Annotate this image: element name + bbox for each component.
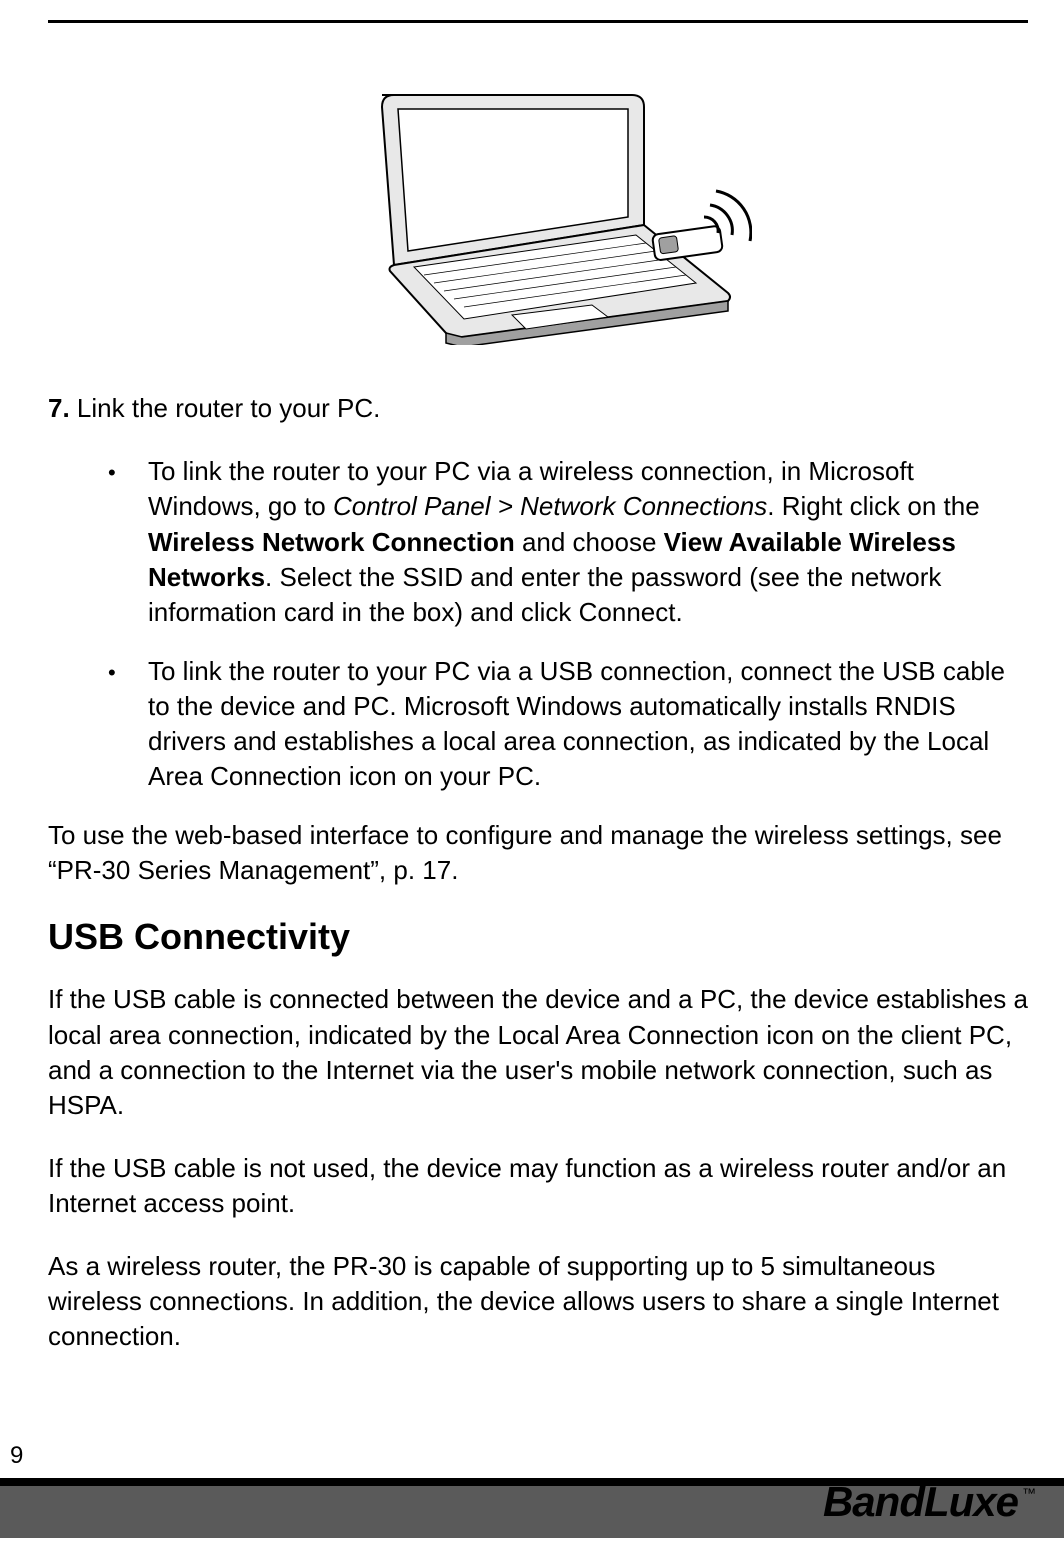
laptop-icon xyxy=(312,85,752,345)
page-number: 9 xyxy=(10,1442,23,1470)
page: 7. Link the router to your PC. • To link… xyxy=(0,0,1064,1552)
bullet-item: • To link the router to your PC via a US… xyxy=(108,654,1028,794)
paragraph: If the USB cable is not used, the device… xyxy=(48,1151,1028,1221)
top-rule xyxy=(48,20,1028,23)
paragraph: If the USB cable is connected between th… xyxy=(48,982,1028,1122)
bullet-list: • To link the router to your PC via a wi… xyxy=(108,454,1028,794)
logo-text: BandLuxe xyxy=(823,1478,1018,1526)
laptop-figure xyxy=(0,60,1064,370)
step-number: 7. xyxy=(48,393,70,423)
step-7: 7. Link the router to your PC. xyxy=(48,390,1028,426)
bullet-text: To link the router to your PC via a USB … xyxy=(148,654,1028,794)
paragraph: As a wireless router, the PR-30 is capab… xyxy=(48,1249,1028,1354)
logo-tm: ™ xyxy=(1022,1485,1036,1501)
bullet-text: To link the router to your PC via a wire… xyxy=(148,454,1028,629)
bullet-marker: • xyxy=(108,454,148,629)
bullet-item: • To link the router to your PC via a wi… xyxy=(108,454,1028,629)
step-text: Link the router to your PC. xyxy=(77,393,380,423)
usb-connectivity-heading: USB Connectivity xyxy=(48,916,1028,958)
paragraph: To use the web-based interface to config… xyxy=(48,818,1028,888)
bullet-marker: • xyxy=(108,654,148,794)
brand-logo: BandLuxe ™ xyxy=(823,1478,1036,1526)
content: 7. Link the router to your PC. • To link… xyxy=(48,390,1028,1382)
